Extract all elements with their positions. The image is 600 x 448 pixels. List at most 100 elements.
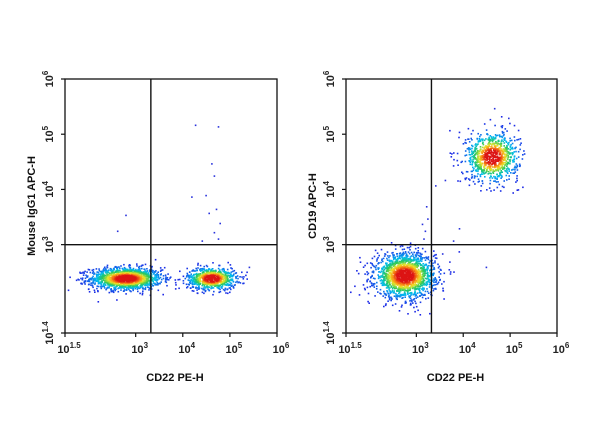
event-dot (504, 139, 506, 141)
event-dot (242, 278, 245, 280)
event-dot (509, 140, 511, 142)
event-dot (129, 284, 132, 287)
event-dot (234, 284, 236, 286)
event-dot (406, 272, 409, 275)
event-dot (188, 277, 190, 279)
event-dot (124, 270, 127, 273)
event-dot (375, 288, 378, 290)
event-dot (126, 288, 128, 291)
event-dot (514, 139, 516, 142)
event-dot (480, 163, 483, 166)
event-dot (428, 283, 431, 286)
event-dot (481, 152, 483, 155)
event-dot (422, 265, 424, 267)
event-dot (394, 274, 397, 277)
event-dot (492, 156, 495, 159)
event-dot (412, 265, 414, 268)
event-dot (362, 284, 365, 286)
event-dot (111, 285, 114, 287)
event-dot (88, 269, 91, 271)
event-dot (204, 283, 207, 286)
event-dot (190, 287, 192, 289)
event-dot (434, 257, 437, 259)
event-dot (203, 289, 206, 291)
event-dot (405, 286, 407, 289)
event-dot (490, 169, 492, 172)
event-dot (438, 265, 441, 268)
event-dot (390, 270, 393, 272)
event-dot (150, 274, 153, 276)
event-dot (492, 159, 494, 161)
event-dot (195, 283, 197, 285)
event-dot (480, 151, 482, 153)
event-dot (409, 245, 412, 248)
event-dot (217, 267, 220, 270)
event-dot (477, 141, 480, 143)
event-dot (140, 274, 143, 276)
event-dot (217, 287, 220, 290)
event-dot (407, 291, 409, 294)
event-dot (493, 162, 495, 164)
event-dot (513, 151, 515, 153)
event-dot (83, 281, 85, 284)
event-dot (159, 276, 162, 279)
event-dot (96, 285, 99, 287)
event-dot (480, 159, 482, 161)
event-dot (479, 148, 482, 150)
event-dot (400, 289, 402, 291)
event-dot (388, 275, 390, 277)
event-dot (519, 148, 521, 151)
event-dot (505, 148, 507, 150)
event-dot (485, 266, 488, 269)
event-dot (397, 261, 399, 264)
event-dot (514, 169, 516, 171)
event-dot (384, 275, 386, 278)
event-dot (144, 275, 147, 277)
event-dot (404, 300, 407, 303)
event-dot (156, 281, 158, 284)
event-dot (404, 294, 407, 296)
event-dot (147, 286, 149, 288)
event-dot (100, 287, 103, 290)
event-dot (397, 275, 400, 278)
event-dot (498, 166, 500, 168)
event-dot (197, 275, 199, 277)
event-dot (496, 186, 499, 189)
event-dot (414, 288, 417, 290)
event-dot (472, 160, 474, 163)
event-dot (441, 283, 443, 285)
event-dot (203, 285, 205, 287)
event-dot (232, 287, 235, 289)
event-dot (174, 288, 177, 290)
event-dot (511, 146, 514, 149)
x-tick-label: 101.5 (338, 341, 362, 356)
event-dot (116, 268, 119, 270)
event-dot (401, 252, 404, 255)
event-dot (389, 290, 391, 292)
event-dot (420, 284, 423, 287)
event-dot (507, 167, 509, 169)
event-dot (191, 279, 193, 281)
event-dot (104, 283, 107, 286)
event-dot (429, 272, 432, 274)
event-dot (412, 283, 415, 286)
event-dot (508, 117, 510, 120)
event-dot (211, 163, 213, 165)
y-tick-label: 104 (41, 181, 56, 198)
event-dot (97, 274, 99, 276)
event-dot (411, 276, 414, 279)
event-dot (515, 157, 518, 160)
event-dot (206, 265, 209, 268)
event-dot (118, 278, 120, 280)
event-dot (506, 169, 508, 172)
event-dot (388, 298, 391, 301)
event-dot (429, 312, 431, 315)
event-dot (198, 274, 201, 277)
event-dot (505, 174, 508, 177)
event-dot (421, 293, 424, 296)
event-dot (121, 275, 124, 277)
event-dot (413, 298, 416, 300)
event-dot (79, 272, 82, 274)
event-dot (154, 274, 156, 277)
event-dot (476, 158, 478, 160)
